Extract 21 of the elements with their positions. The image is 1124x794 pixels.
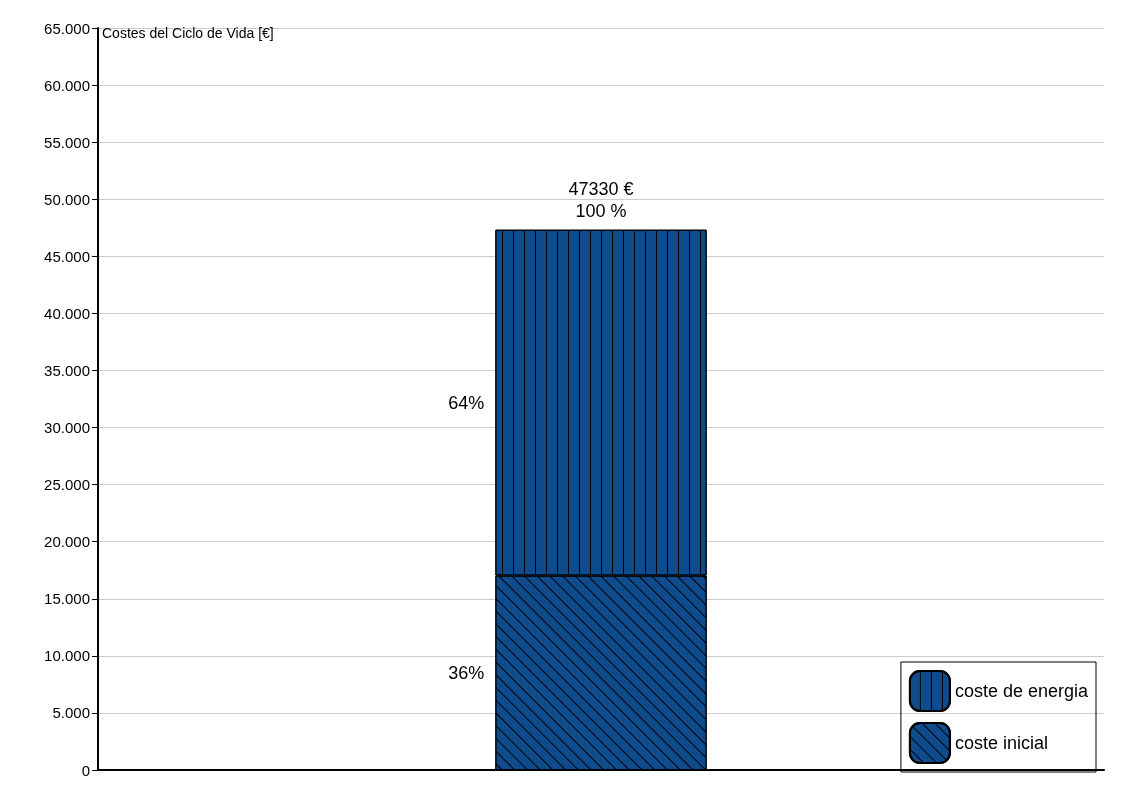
y-axis-title: Costes del Ciclo de Vida [€]	[102, 25, 274, 41]
y-tick-label: 15.000	[44, 590, 90, 608]
y-tick-label: 40.000	[44, 304, 90, 322]
annotation: 64%	[448, 392, 485, 413]
legend-label: coste inicial	[954, 733, 1048, 753]
total-label: 47330 €	[568, 178, 634, 199]
legend-label: coste de energia	[954, 681, 1089, 701]
y-tick-label: 20.000	[44, 533, 90, 551]
y-tick-label: 50.000	[44, 190, 90, 208]
y-tick-label: 60.000	[44, 76, 90, 94]
annotation: 36%	[448, 662, 485, 683]
y-tick-label: 10.000	[44, 647, 90, 665]
annotation: 100 %	[575, 200, 627, 221]
y-tick-label: 25.000	[44, 476, 90, 494]
y-tick-label: 35.000	[44, 361, 90, 379]
y-tick-label: 55.000	[44, 133, 90, 151]
y-tick-label: 65.000	[44, 19, 90, 37]
y-tick-label: 0	[81, 761, 90, 779]
y-tick-label: 45.000	[44, 247, 90, 265]
y-tick-label: 5.000	[52, 704, 90, 722]
y-tick-label: 30.000	[44, 419, 90, 437]
